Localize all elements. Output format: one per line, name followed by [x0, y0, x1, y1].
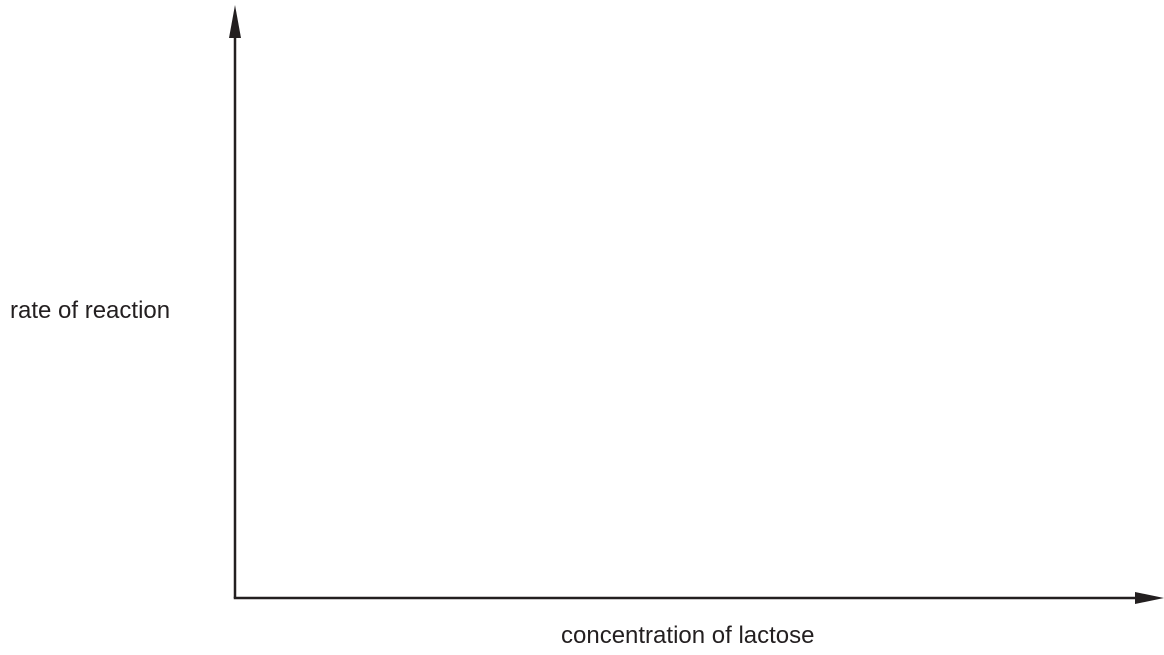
x-axis-arrowhead: [1135, 592, 1164, 604]
y-axis-label: rate of reaction: [10, 297, 171, 324]
y-axis-arrowhead: [229, 5, 241, 38]
x-axis-label: concentration of lactose: [561, 622, 815, 649]
